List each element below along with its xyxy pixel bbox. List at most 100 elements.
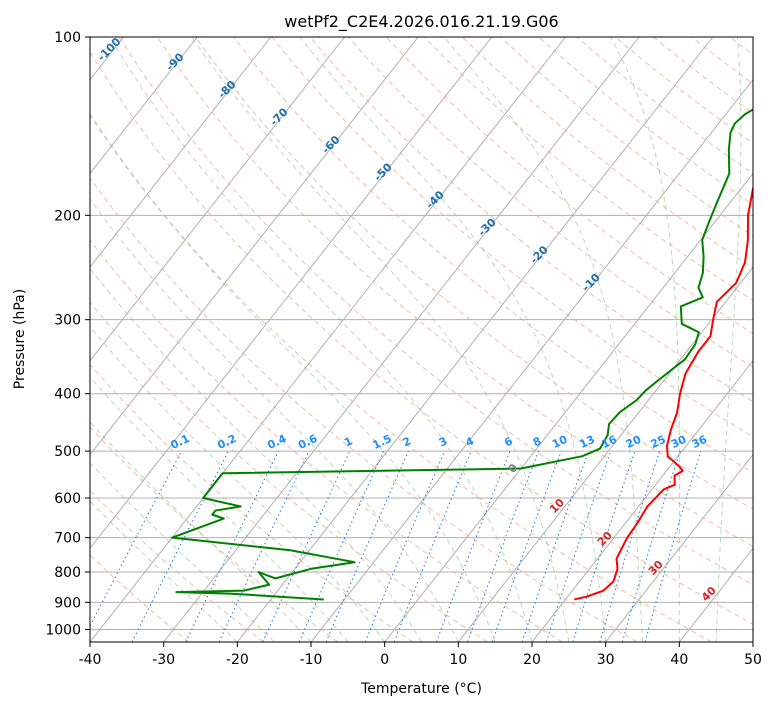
dry-adiabat xyxy=(90,554,190,642)
x-tick-label: 20 xyxy=(523,652,541,668)
x-tick-label: 0 xyxy=(380,652,389,668)
thermodynamic-background-lines xyxy=(90,37,775,642)
mixing-ratio-label: 6 xyxy=(502,434,515,449)
mixing-ratio-label: 36 xyxy=(690,433,710,451)
mixing-ratio-label: 1.5 xyxy=(371,432,394,452)
dry-adiabat xyxy=(500,37,753,237)
temperature-line xyxy=(574,184,753,601)
dry-adiabat xyxy=(768,37,775,642)
moist-adiabat xyxy=(90,421,312,642)
dry-adiabat xyxy=(90,239,563,642)
mixing-ratio-line xyxy=(599,450,661,642)
mixing-ratio-line xyxy=(572,450,636,642)
sounding-series xyxy=(171,108,753,601)
dry-adiabat-label: 40 xyxy=(699,584,719,604)
x-axis-label: Temperature (°C) xyxy=(360,681,482,697)
moist-adiabat xyxy=(443,37,643,642)
moist-adiabat xyxy=(90,267,422,642)
moist-adiabat xyxy=(90,376,349,642)
isotherm-gridline xyxy=(384,172,753,642)
mixing-ratio-line xyxy=(467,450,540,642)
mixing-ratio-label: 3 xyxy=(437,434,449,449)
x-tick-label: 40 xyxy=(670,652,688,668)
chart-title: wetPf2_C2E4.2026.016.21.19.G06 xyxy=(284,12,558,32)
isotherm-gridline xyxy=(236,37,714,642)
mixing-ratio-label: 16 xyxy=(600,433,620,451)
moist-adiabat xyxy=(90,198,459,642)
isotherm-gridline xyxy=(752,641,753,642)
isotherm-gridline xyxy=(90,37,493,550)
dry-adiabat xyxy=(347,37,753,368)
moist-adiabat xyxy=(90,500,238,642)
moist-adiabat xyxy=(715,37,742,642)
mixing-ratio-line xyxy=(364,450,446,642)
dry-adiabat-label: 20 xyxy=(595,529,615,549)
dry-adiabat xyxy=(576,37,753,175)
y-tick-label: 300 xyxy=(54,313,81,329)
isotherm-gridline xyxy=(90,37,272,268)
mixing-ratio-line xyxy=(131,450,229,642)
dewpoint-line xyxy=(171,108,753,601)
mixing-ratio-label: 0.6 xyxy=(296,432,319,452)
mixing-ratio-line xyxy=(218,450,310,642)
moist-adiabat xyxy=(191,37,570,642)
isotherm-gridline xyxy=(90,37,198,175)
mixing-ratio-line xyxy=(298,450,385,642)
moist-adiabat xyxy=(109,37,533,642)
mixing-ratio-label: 0.4 xyxy=(265,432,288,452)
dry-adiabat-label: -100 xyxy=(95,35,124,64)
y-tick-label: 1000 xyxy=(45,622,81,638)
x-tick-label: -20 xyxy=(226,652,249,668)
mixing-ratio-label: 13 xyxy=(577,433,596,451)
isotherm-gridline xyxy=(605,453,753,642)
mixing-ratio-label: 10 xyxy=(550,433,570,451)
mixing-ratio-label: 0.1 xyxy=(169,432,192,452)
mixing-ratio-line xyxy=(90,450,183,628)
plot-frame xyxy=(89,36,754,643)
dry-adiabat xyxy=(118,37,753,586)
y-tick-label: 900 xyxy=(54,595,81,611)
dry-adiabat xyxy=(462,37,753,269)
dry-adiabat xyxy=(90,51,753,625)
mixing-ratio-label: 20 xyxy=(624,433,644,451)
dry-adiabat xyxy=(653,37,753,114)
mixing-ratio-label: 4 xyxy=(463,434,476,449)
dry-adiabat-label: 10 xyxy=(547,496,567,516)
dry-adiabat xyxy=(233,37,753,474)
dry-adiabat xyxy=(195,37,753,510)
x-tick-label: -30 xyxy=(152,652,175,668)
y-tick-label: 400 xyxy=(54,387,81,403)
mixing-ratio-line xyxy=(185,450,279,642)
isotherm-gridline xyxy=(310,78,753,642)
mixing-ratio-label: 25 xyxy=(649,433,668,451)
mixing-ratio-label: 2 xyxy=(401,434,413,449)
grid-lines xyxy=(90,37,753,642)
mixing-ratio-line xyxy=(491,450,562,642)
mixing-ratio-line xyxy=(545,450,612,642)
dry-adiabat xyxy=(385,37,753,335)
x-axis-ticks: -40 -30 -20 -10 0 10 20 30 40 50 xyxy=(79,642,762,668)
mixing-ratio-line xyxy=(435,450,511,642)
x-tick-label: 50 xyxy=(744,652,762,668)
dry-adiabat xyxy=(90,426,339,642)
isotherm-gridline xyxy=(531,360,753,642)
isotherm-gridline xyxy=(457,266,753,642)
y-tick-label: 100 xyxy=(54,30,81,46)
dry-adiabat xyxy=(309,37,753,403)
dry-adiabat xyxy=(156,37,753,548)
dry-adiabat xyxy=(90,177,638,642)
y-axis-ticks: 1000 900 800 700 600 500 400 300 200 100 xyxy=(45,30,90,638)
mixing-ratio-line xyxy=(393,450,472,642)
isotherm-gridline xyxy=(90,37,566,642)
dry-adiabat xyxy=(538,37,753,206)
y-tick-label: 800 xyxy=(54,565,81,581)
dry-adiabat xyxy=(90,490,264,642)
dry-adiabat xyxy=(729,37,753,56)
mixing-ratio-label: 1 xyxy=(342,434,354,449)
x-tick-label: -40 xyxy=(79,652,102,668)
y-axis-label: Pressure (hPa) xyxy=(12,289,28,389)
x-tick-label: 10 xyxy=(449,652,467,668)
dry-adiabat xyxy=(90,114,712,642)
isotherm-gridline xyxy=(90,37,345,362)
